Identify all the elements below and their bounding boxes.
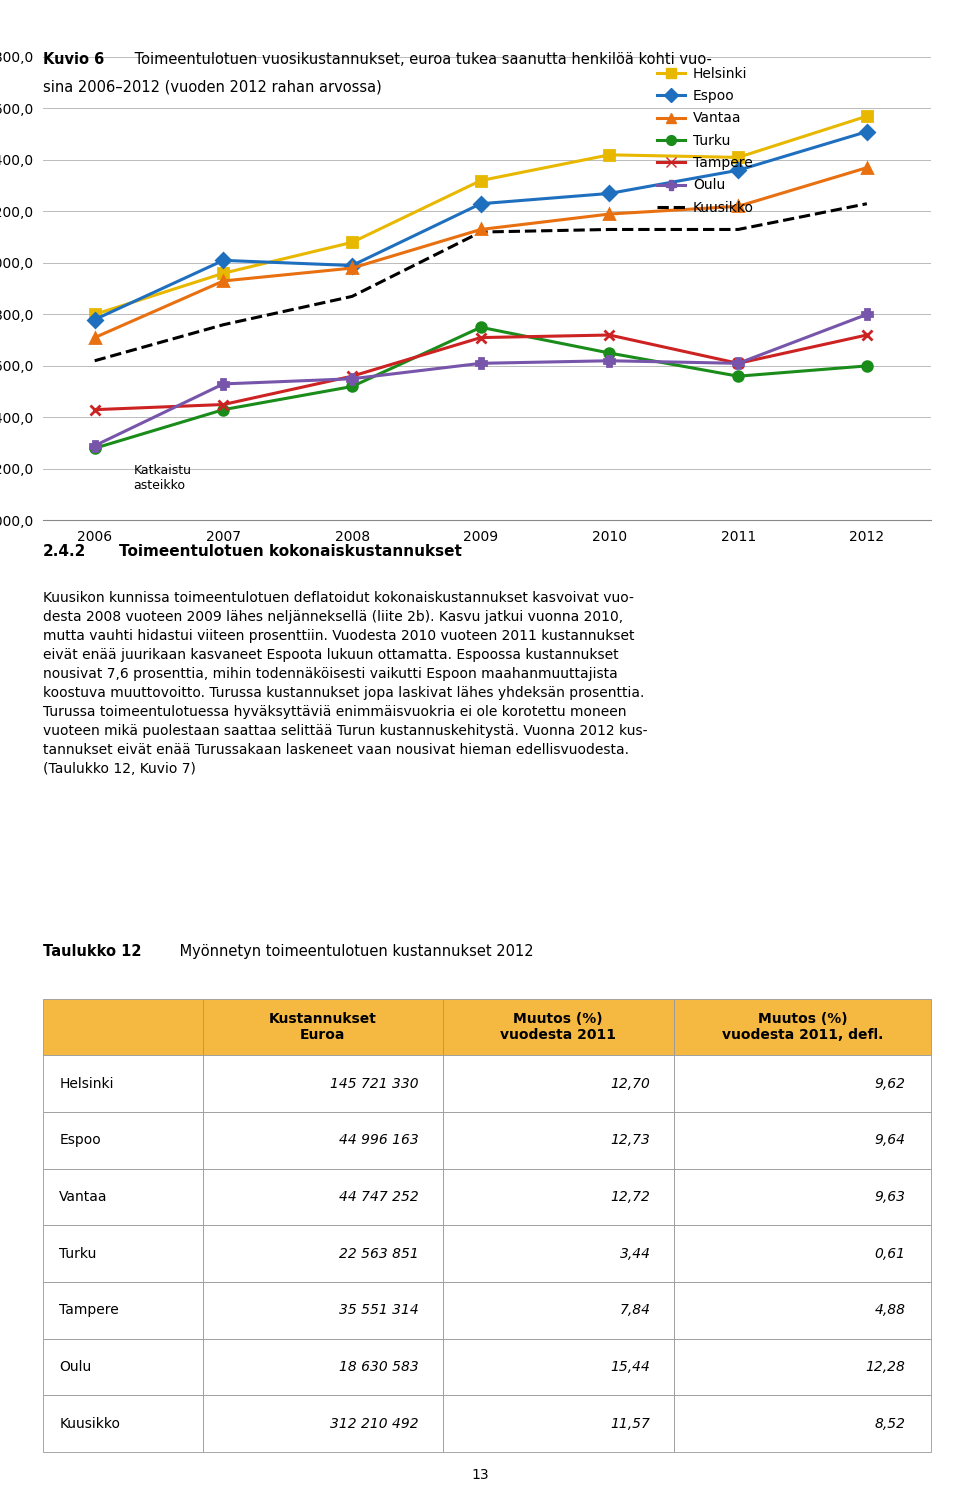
- Oulu: [347, 370, 358, 388]
- Helsinki: [604, 146, 615, 164]
- Text: Katkaistu
asteikko: Katkaistu asteikko: [133, 464, 191, 492]
- Turku: [861, 357, 873, 375]
- Text: Myönnetyn toimeentulotuen kustannukset 2012: Myönnetyn toimeentulotuen kustannukset 2…: [175, 944, 533, 958]
- Line: Vantaa: Vantaa: [90, 164, 872, 342]
- Turku: [218, 400, 229, 418]
- Helsinki: [475, 171, 487, 189]
- Line: Espoo: Espoo: [90, 128, 872, 324]
- Legend: Helsinki, Espoo, Vantaa, Turku, Tampere, Oulu, Kuusikko: Helsinki, Espoo, Vantaa, Turku, Tampere,…: [654, 64, 756, 218]
- Tampere: [475, 328, 487, 346]
- Kuusikko: [861, 195, 873, 213]
- Text: 13: 13: [471, 1468, 489, 1482]
- Tampere: [89, 400, 101, 418]
- Oulu: [475, 354, 487, 372]
- Tampere: [604, 326, 615, 344]
- Oulu: [218, 375, 229, 393]
- Espoo: [861, 123, 873, 141]
- Helsinki: [218, 264, 229, 282]
- Turku: [347, 378, 358, 396]
- Text: Toimeentulotuen kokonaiskustannukset: Toimeentulotuen kokonaiskustannukset: [119, 543, 462, 558]
- Espoo: [347, 256, 358, 274]
- Kuusikko: [89, 352, 101, 370]
- Vantaa: [218, 272, 229, 290]
- Turku: [475, 318, 487, 336]
- Text: sina 2006–2012 (vuoden 2012 rahan arvossa): sina 2006–2012 (vuoden 2012 rahan arvoss…: [43, 80, 382, 94]
- Line: Oulu: Oulu: [90, 309, 872, 450]
- Line: Turku: Turku: [90, 322, 872, 453]
- Kuusikko: [604, 220, 615, 238]
- Turku: [89, 440, 101, 458]
- Espoo: [475, 195, 487, 213]
- Kuusikko: [475, 224, 487, 242]
- Oulu: [732, 354, 744, 372]
- Vantaa: [89, 328, 101, 346]
- Vantaa: [861, 159, 873, 177]
- Tampere: [732, 354, 744, 372]
- Tampere: [347, 368, 358, 386]
- Text: Taulukko 12: Taulukko 12: [43, 944, 142, 958]
- Turku: [732, 368, 744, 386]
- Oulu: [604, 352, 615, 370]
- Espoo: [604, 184, 615, 202]
- Turku: [604, 344, 615, 362]
- Oulu: [89, 436, 101, 454]
- Line: Kuusikko: Kuusikko: [95, 204, 867, 362]
- Line: Tampere: Tampere: [90, 330, 872, 414]
- Kuusikko: [347, 288, 358, 306]
- Tampere: [861, 326, 873, 344]
- Text: Kuvio 6: Kuvio 6: [43, 53, 105, 68]
- Espoo: [732, 162, 744, 180]
- Line: Helsinki: Helsinki: [90, 111, 872, 320]
- Helsinki: [89, 306, 101, 324]
- Text: Toimeentulotuen vuosikustannukset, euroa tukea saanutta henkilöä kohti vuo-: Toimeentulotuen vuosikustannukset, euroa…: [130, 53, 711, 68]
- Vantaa: [732, 198, 744, 216]
- Helsinki: [347, 234, 358, 252]
- Oulu: [861, 306, 873, 324]
- Kuusikko: [218, 315, 229, 333]
- Vantaa: [347, 260, 358, 278]
- Helsinki: [861, 106, 873, 124]
- Espoo: [218, 252, 229, 270]
- Espoo: [89, 310, 101, 328]
- Tampere: [218, 396, 229, 414]
- Vantaa: [475, 220, 487, 238]
- Kuusikko: [732, 220, 744, 238]
- Text: Kuusikon kunnissa toimeentulotuen deflatoidut kokonaiskustannukset kasvoivat vuo: Kuusikon kunnissa toimeentulotuen deflat…: [43, 591, 648, 776]
- Text: 2.4.2: 2.4.2: [43, 543, 86, 558]
- Helsinki: [732, 148, 744, 166]
- Vantaa: [604, 206, 615, 224]
